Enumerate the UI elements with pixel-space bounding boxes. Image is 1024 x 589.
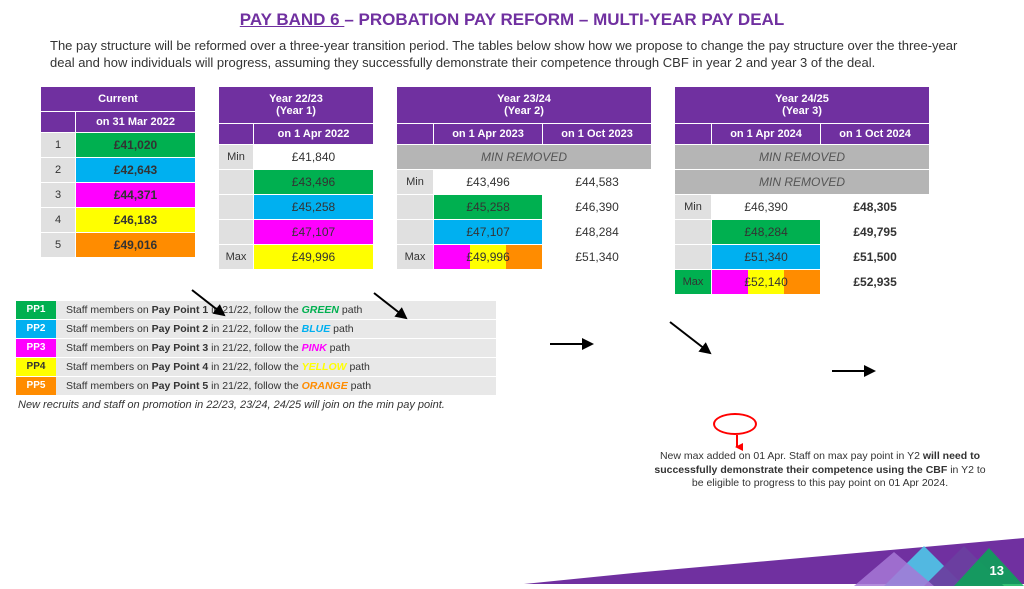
table-cell: £46,183 [76, 208, 195, 232]
table-row-label: Max [219, 245, 253, 269]
table-current: Current on 31 Mar 2022 1£41,0202£42,6433… [40, 86, 196, 258]
table-row-label [397, 195, 433, 219]
legend-chip: PP4 [16, 358, 56, 376]
note-recruits: New recruits and staff on promotion in 2… [18, 399, 1024, 411]
table-row-label: 4 [41, 208, 75, 232]
table-row-label: Max [397, 245, 433, 269]
table-row-label [397, 220, 433, 244]
table-cell: £47,107 [434, 220, 542, 244]
footer-decoration [524, 526, 1024, 586]
table-cell: £48,305 [821, 195, 929, 219]
legend-chip: PP3 [16, 339, 56, 357]
title-rest: – PROBATION PAY REFORM – MULTI-YEAR PAY … [344, 10, 784, 29]
description-text: The pay structure will be reformed over … [50, 38, 974, 72]
table-cell: £44,583 [543, 170, 651, 194]
legend-row: PP2Staff members on Pay Point 2 in 21/22… [16, 320, 496, 338]
table-row-label: 2 [41, 158, 75, 182]
table-cell: £46,390 [712, 195, 820, 219]
table-row-label [675, 245, 711, 269]
table-cell: £49,016 [76, 233, 195, 257]
table-cell: £41,020 [76, 133, 195, 157]
table-y2: Year 23/24(Year 2) on 1 Apr 2023on 1 Oct… [396, 86, 652, 270]
legend: PP1Staff members on Pay Point 1 in 21/22… [16, 301, 1024, 395]
legend-chip: PP5 [16, 377, 56, 395]
table-row-label [219, 195, 253, 219]
red-arrow-down-icon [731, 435, 743, 454]
table-row-label [675, 220, 711, 244]
page-title: PAY BAND 6 – PROBATION PAY REFORM – MULT… [0, 10, 1024, 30]
table-cell: £52,140 [712, 270, 820, 294]
note-max: New max added on 01 Apr. Staff on max pa… [650, 450, 990, 491]
table-row-label [219, 170, 253, 194]
title-underlined: PAY BAND 6 [240, 10, 345, 29]
table-cell: £48,284 [543, 220, 651, 244]
table-row-label: Max [675, 270, 711, 294]
table-row-label: Min [675, 195, 711, 219]
legend-row: PP5Staff members on Pay Point 5 in 21/22… [16, 377, 496, 395]
tables-container: Current on 31 Mar 2022 1£41,0202£42,6433… [40, 86, 1024, 295]
current-header: Current [41, 87, 195, 111]
table-cell: £51,500 [821, 245, 929, 269]
table-cell: £43,496 [254, 170, 373, 194]
table-y3: Year 24/25(Year 3) on 1 Apr 2024on 1 Oct… [674, 86, 930, 295]
table-cell: £45,258 [254, 195, 373, 219]
legend-chip: PP2 [16, 320, 56, 338]
table-cell: £46,390 [543, 195, 651, 219]
table-cell: £48,284 [712, 220, 820, 244]
table-cell: £41,840 [254, 145, 373, 169]
table-cell: £51,340 [543, 245, 651, 269]
max-red-circle [713, 413, 757, 435]
table-cell: £47,107 [254, 220, 373, 244]
table-row-label: Min [397, 170, 433, 194]
table-row-label: 5 [41, 233, 75, 257]
table-row-label [219, 220, 253, 244]
table-cell: £49,996 [434, 245, 542, 269]
table-cell: £42,643 [76, 158, 195, 182]
table-row-label: 3 [41, 183, 75, 207]
legend-row: PP3Staff members on Pay Point 3 in 21/22… [16, 339, 496, 357]
table-cell: £49,795 [821, 220, 929, 244]
table-cell: £49,996 [254, 245, 373, 269]
table-y1: Year 22/23(Year 1) on 1 Apr 2022 Min£41,… [218, 86, 374, 270]
legend-row: PP1Staff members on Pay Point 1 in 21/22… [16, 301, 496, 319]
table-cell: £45,258 [434, 195, 542, 219]
table-row-label: 1 [41, 133, 75, 157]
legend-row: PP4Staff members on Pay Point 4 in 21/22… [16, 358, 496, 376]
table-cell: £52,935 [821, 270, 929, 294]
table-row-label: Min [219, 145, 253, 169]
current-subheader: on 31 Mar 2022 [76, 112, 195, 132]
table-cell: £44,371 [76, 183, 195, 207]
table-cell: £51,340 [712, 245, 820, 269]
legend-chip: PP1 [16, 301, 56, 319]
table-cell: £43,496 [434, 170, 542, 194]
